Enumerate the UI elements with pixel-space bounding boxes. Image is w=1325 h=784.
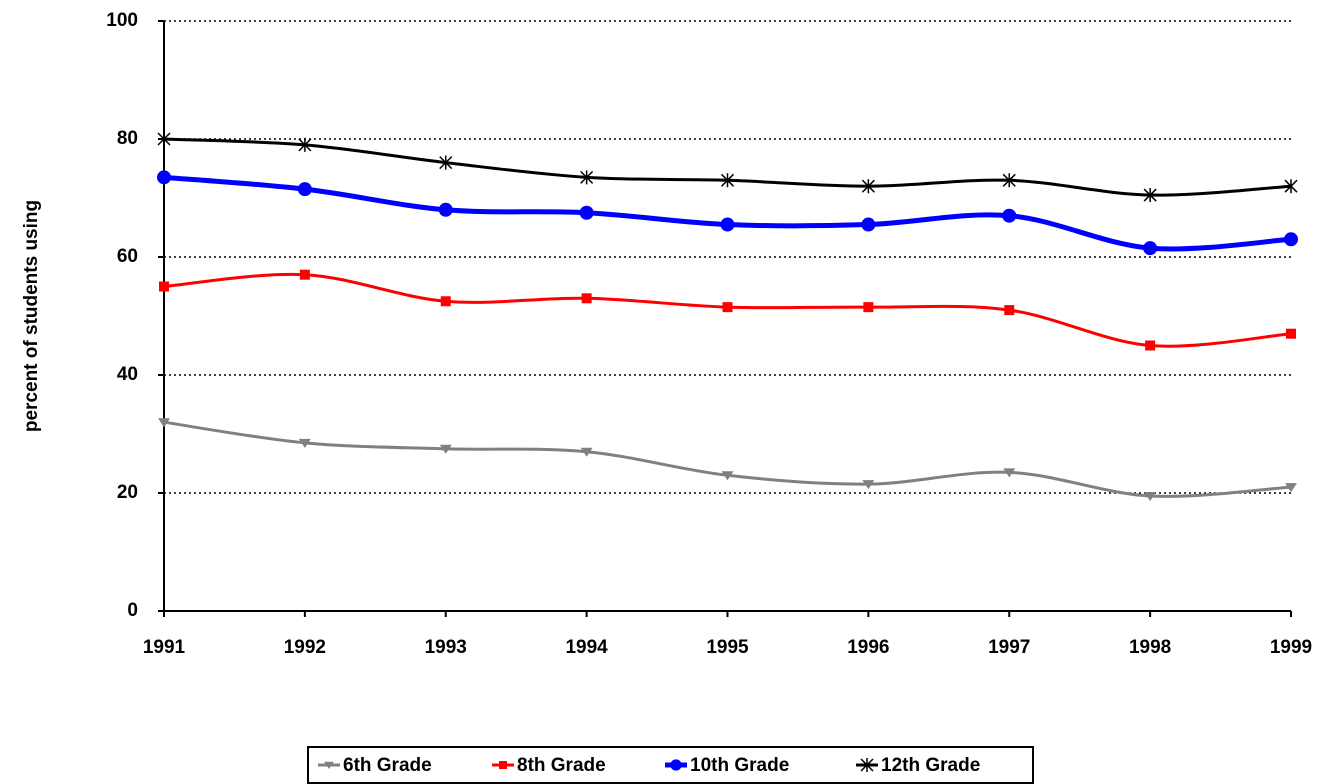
marker bbox=[860, 758, 874, 772]
x-tick-label: 1998 bbox=[1129, 637, 1171, 658]
marker bbox=[1144, 491, 1157, 501]
marker bbox=[579, 205, 594, 220]
marker bbox=[1003, 468, 1016, 478]
marker bbox=[1145, 340, 1156, 351]
x-tick-label: 1999 bbox=[1270, 637, 1312, 658]
legend-label: 6th Grade bbox=[343, 755, 432, 776]
marker bbox=[581, 293, 592, 304]
marker bbox=[670, 759, 682, 771]
marker bbox=[1143, 188, 1157, 203]
marker bbox=[438, 202, 453, 217]
marker bbox=[580, 170, 594, 185]
marker bbox=[159, 281, 169, 292]
y-tick-label: 0 bbox=[127, 600, 138, 621]
marker bbox=[158, 418, 170, 428]
x-tick-label: 1996 bbox=[847, 637, 889, 658]
marker bbox=[1284, 232, 1298, 247]
x-tick-label: 1994 bbox=[565, 637, 608, 658]
marker bbox=[298, 438, 311, 448]
legend-item: 8th Grade bbox=[492, 755, 606, 776]
marker bbox=[722, 302, 733, 313]
marker bbox=[440, 296, 451, 307]
y-tick-label: 100 bbox=[106, 10, 138, 31]
marker bbox=[439, 155, 453, 170]
marker bbox=[1002, 173, 1016, 188]
marker bbox=[297, 182, 312, 197]
marker bbox=[299, 269, 310, 280]
marker bbox=[1286, 328, 1296, 339]
marker bbox=[1143, 241, 1158, 256]
series-line bbox=[163, 174, 1292, 252]
legend-label: 8th Grade bbox=[517, 755, 606, 776]
x-tick-label: 1997 bbox=[988, 637, 1030, 658]
marker bbox=[861, 217, 876, 232]
marker bbox=[1284, 179, 1298, 194]
legend-item: 10th Grade bbox=[665, 755, 789, 776]
marker bbox=[721, 471, 734, 481]
legend-item: 12th Grade bbox=[856, 755, 980, 776]
y-tick-label: 20 bbox=[117, 482, 138, 503]
marker bbox=[499, 761, 507, 769]
marker bbox=[439, 444, 452, 454]
marker bbox=[862, 480, 875, 490]
marker bbox=[1285, 483, 1297, 493]
marker bbox=[720, 173, 735, 188]
x-tick-label: 1992 bbox=[284, 637, 326, 658]
legend-item: 6th Grade bbox=[318, 755, 432, 776]
y-tick-label: 40 bbox=[117, 364, 138, 385]
marker bbox=[861, 179, 875, 194]
marker bbox=[1004, 305, 1015, 316]
x-tick-label: 1995 bbox=[706, 637, 749, 658]
marker bbox=[580, 447, 593, 457]
x-tick-label: 1993 bbox=[425, 637, 467, 658]
legend-label: 12th Grade bbox=[881, 755, 980, 776]
marker bbox=[324, 761, 334, 769]
marker bbox=[720, 217, 735, 232]
legend: 6th Grade 8th Grade 10th Grade 12th Grade bbox=[307, 746, 1034, 784]
series-line bbox=[163, 420, 1292, 498]
marker bbox=[157, 132, 171, 146]
y-tick-label: 80 bbox=[117, 128, 138, 149]
marker bbox=[863, 302, 874, 313]
marker bbox=[1002, 208, 1017, 223]
y-axis-label: percent of students using bbox=[21, 200, 42, 432]
marker bbox=[157, 170, 171, 185]
x-tick-label: 1991 bbox=[143, 637, 186, 658]
y-tick-label: 60 bbox=[117, 246, 138, 267]
marker bbox=[298, 137, 312, 152]
legend-label: 10th Grade bbox=[690, 755, 789, 776]
